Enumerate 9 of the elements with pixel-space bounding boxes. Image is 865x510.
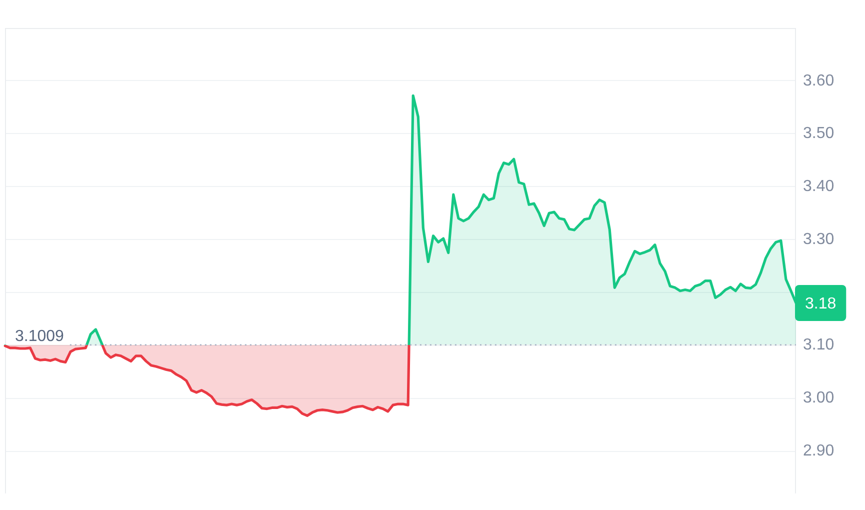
ref-line-label: 3.1009 bbox=[15, 328, 64, 345]
y-tick-label: 3.00 bbox=[803, 390, 834, 407]
y-tick-label: 3.60 bbox=[803, 72, 834, 90]
y-tick-label: 3.50 bbox=[803, 125, 834, 142]
y-tick-label: 3.10 bbox=[803, 336, 834, 354]
y-tick-label: 3.40 bbox=[803, 178, 834, 196]
text: 3.18 bbox=[805, 295, 836, 312]
y-tick-label: 3.30 bbox=[803, 230, 834, 248]
y-tick-label: 2.90 bbox=[803, 442, 834, 460]
